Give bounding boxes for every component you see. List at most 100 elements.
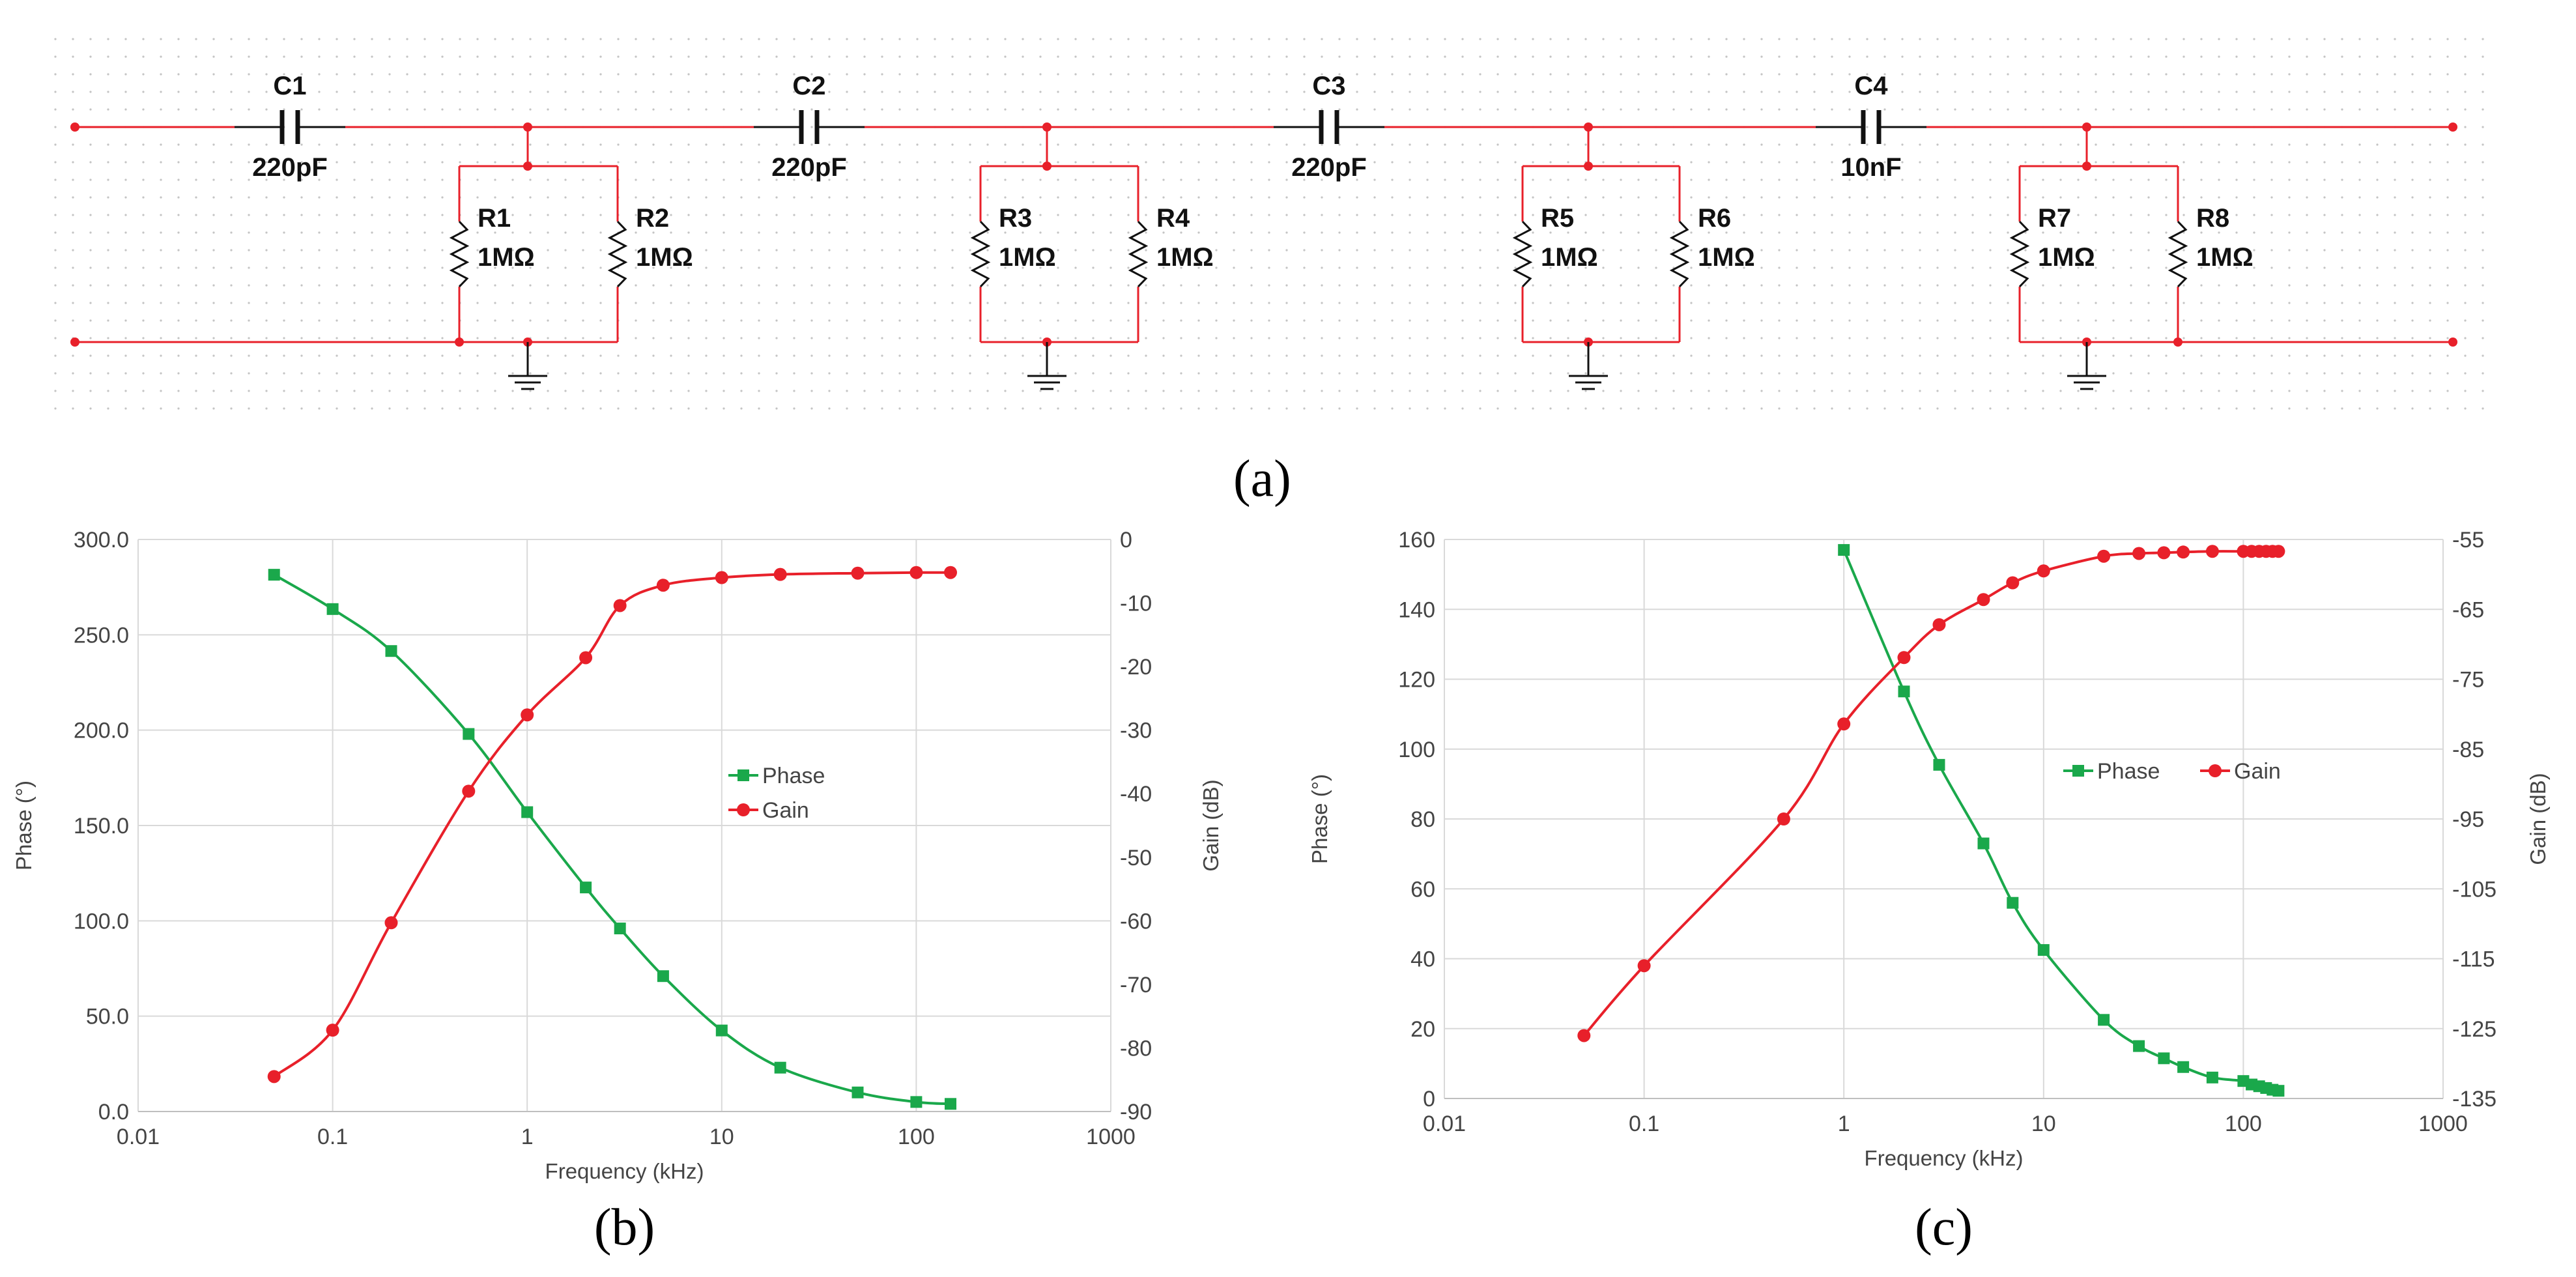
panel-label-b: (b) (594, 1199, 655, 1256)
gain-point (1837, 717, 1851, 731)
junction-node (2082, 162, 2091, 171)
resistor-name-r8: R8 (2196, 204, 2229, 233)
x-tick-label: 0.01 (1423, 1112, 1466, 1136)
y2-tick-label: -40 (1120, 782, 1152, 807)
capacitor-value-c2: 220pF (771, 153, 847, 182)
y2-tick-label: -95 (2452, 807, 2484, 832)
legend-label-gain: Gain (2234, 759, 2281, 784)
y-tick-label: 40 (1410, 947, 1435, 972)
x-tick-label: 1 (521, 1125, 534, 1149)
resistor-name-r6: R6 (1698, 204, 1731, 233)
phase-point (2177, 1061, 2190, 1073)
resistor-value-r8: 1MΩ (2196, 243, 2254, 272)
gain-point (521, 708, 534, 722)
gain-point (1897, 651, 1911, 665)
y2-tick-label: -65 (2452, 597, 2484, 622)
capacitor-name-c1: C1 (273, 72, 306, 100)
phase-point (2007, 897, 2019, 909)
phase-point (1898, 685, 1910, 698)
resistor-value-r3: 1MΩ (999, 243, 1056, 272)
gain-point (267, 1070, 281, 1083)
y2-tick-label: -70 (1120, 973, 1152, 997)
y2-tick-label: -105 (2452, 877, 2497, 902)
resistor-value-r6: 1MΩ (1698, 243, 1755, 272)
resistor-name-r2: R2 (636, 204, 669, 233)
y2-axis-title: Gain (dB) (1199, 779, 1223, 871)
resistor-r1 (449, 220, 470, 288)
junction-node (2173, 337, 2182, 347)
junction-node (2448, 337, 2457, 347)
resistor-name-r3: R3 (999, 204, 1032, 233)
y-axis-title: Phase (°) (12, 781, 36, 870)
phase-point (580, 882, 592, 894)
gain-point (2132, 547, 2146, 560)
panel-label-a: (a) (1233, 450, 1291, 508)
phase-point (2206, 1071, 2218, 1083)
phase-point (463, 728, 475, 740)
gain-point (1577, 1029, 1591, 1042)
y-tick-label: 80 (1410, 807, 1435, 832)
x-tick-label: 0.1 (1629, 1112, 1659, 1136)
grid-dots (54, 38, 2484, 410)
x-axis-title: Frequency (kHz) (1865, 1146, 2024, 1170)
phase-point (268, 569, 280, 581)
x-axis-title: Frequency (kHz) (545, 1159, 704, 1183)
y-tick-label: 20 (1410, 1017, 1435, 1042)
junction-node (70, 337, 79, 347)
phase-point (2098, 1014, 2110, 1026)
resistor-value-r4: 1MΩ (1156, 243, 1214, 272)
phase-point (852, 1086, 864, 1098)
y-tick-label: 140 (1398, 597, 1435, 622)
legend-label-phase: Phase (762, 764, 825, 788)
capacitor-value-c1: 220pF (252, 153, 328, 182)
legend-marker-gain (2209, 764, 2222, 777)
gain-point (773, 567, 787, 581)
y-tick-label: 300.0 (74, 528, 129, 552)
legend-marker-phase (737, 769, 749, 781)
y-axis-title: Phase (°) (1308, 774, 1332, 864)
y-tick-label: 0 (1423, 1087, 1435, 1112)
y-tick-label: 160 (1398, 528, 1435, 552)
y-tick-label: 120 (1398, 668, 1435, 693)
resistor-name-r7: R7 (2038, 204, 2071, 233)
gain-point (1977, 593, 1990, 607)
gain-point (851, 566, 865, 580)
x-tick-label: 1000 (2418, 1112, 2468, 1136)
chart-b: 0.0 50.0 100.0 150.0 200.0 250.0 300.0 -90 -80 -7… (12, 528, 1223, 1256)
resistor-r7 (2009, 220, 2030, 288)
phase-point (1977, 837, 1990, 850)
panel-label-c: (c) (1915, 1199, 1973, 1256)
x-tick-label: 0.01 (117, 1125, 160, 1149)
junction-node (455, 337, 464, 347)
capacitor-value-c4: 10nF (1840, 153, 1901, 182)
gain-point (2006, 576, 2020, 590)
junction-node (70, 122, 79, 132)
y2-tick-label: -30 (1120, 719, 1152, 743)
phase-point (385, 645, 397, 657)
resistor-r6 (1669, 220, 1690, 288)
y-tick-label: 0.0 (98, 1100, 129, 1125)
gain-line (1582, 550, 2279, 1037)
resistor-r4 (1128, 220, 1149, 288)
legend-label-phase: Phase (2097, 759, 2160, 784)
legend: Phase Gain (2063, 759, 2281, 784)
gain-line (273, 571, 951, 1078)
phase-point (2158, 1052, 2170, 1065)
resistor-name-r5: R5 (1541, 204, 1574, 233)
x-tick-label: 10 (2031, 1112, 2056, 1136)
gain-point (2097, 549, 2111, 563)
y2-tick-label: -75 (2452, 668, 2484, 693)
resistor-value-r5: 1MΩ (1541, 243, 1598, 272)
gain-point (1777, 812, 1790, 825)
resistor-name-r1: R1 (478, 204, 511, 233)
legend: Phase Gain (728, 764, 825, 823)
phase-point (910, 1096, 923, 1108)
y2-tick-label: -90 (1120, 1100, 1152, 1125)
phase-point (2133, 1040, 2145, 1052)
phase-point (326, 603, 339, 615)
y2-tick-label: -135 (2452, 1087, 2497, 1112)
phase-point (1933, 758, 1945, 771)
y2-tick-label: -50 (1120, 846, 1152, 870)
junction-node (1584, 122, 1593, 132)
legend-marker-gain (737, 803, 750, 816)
